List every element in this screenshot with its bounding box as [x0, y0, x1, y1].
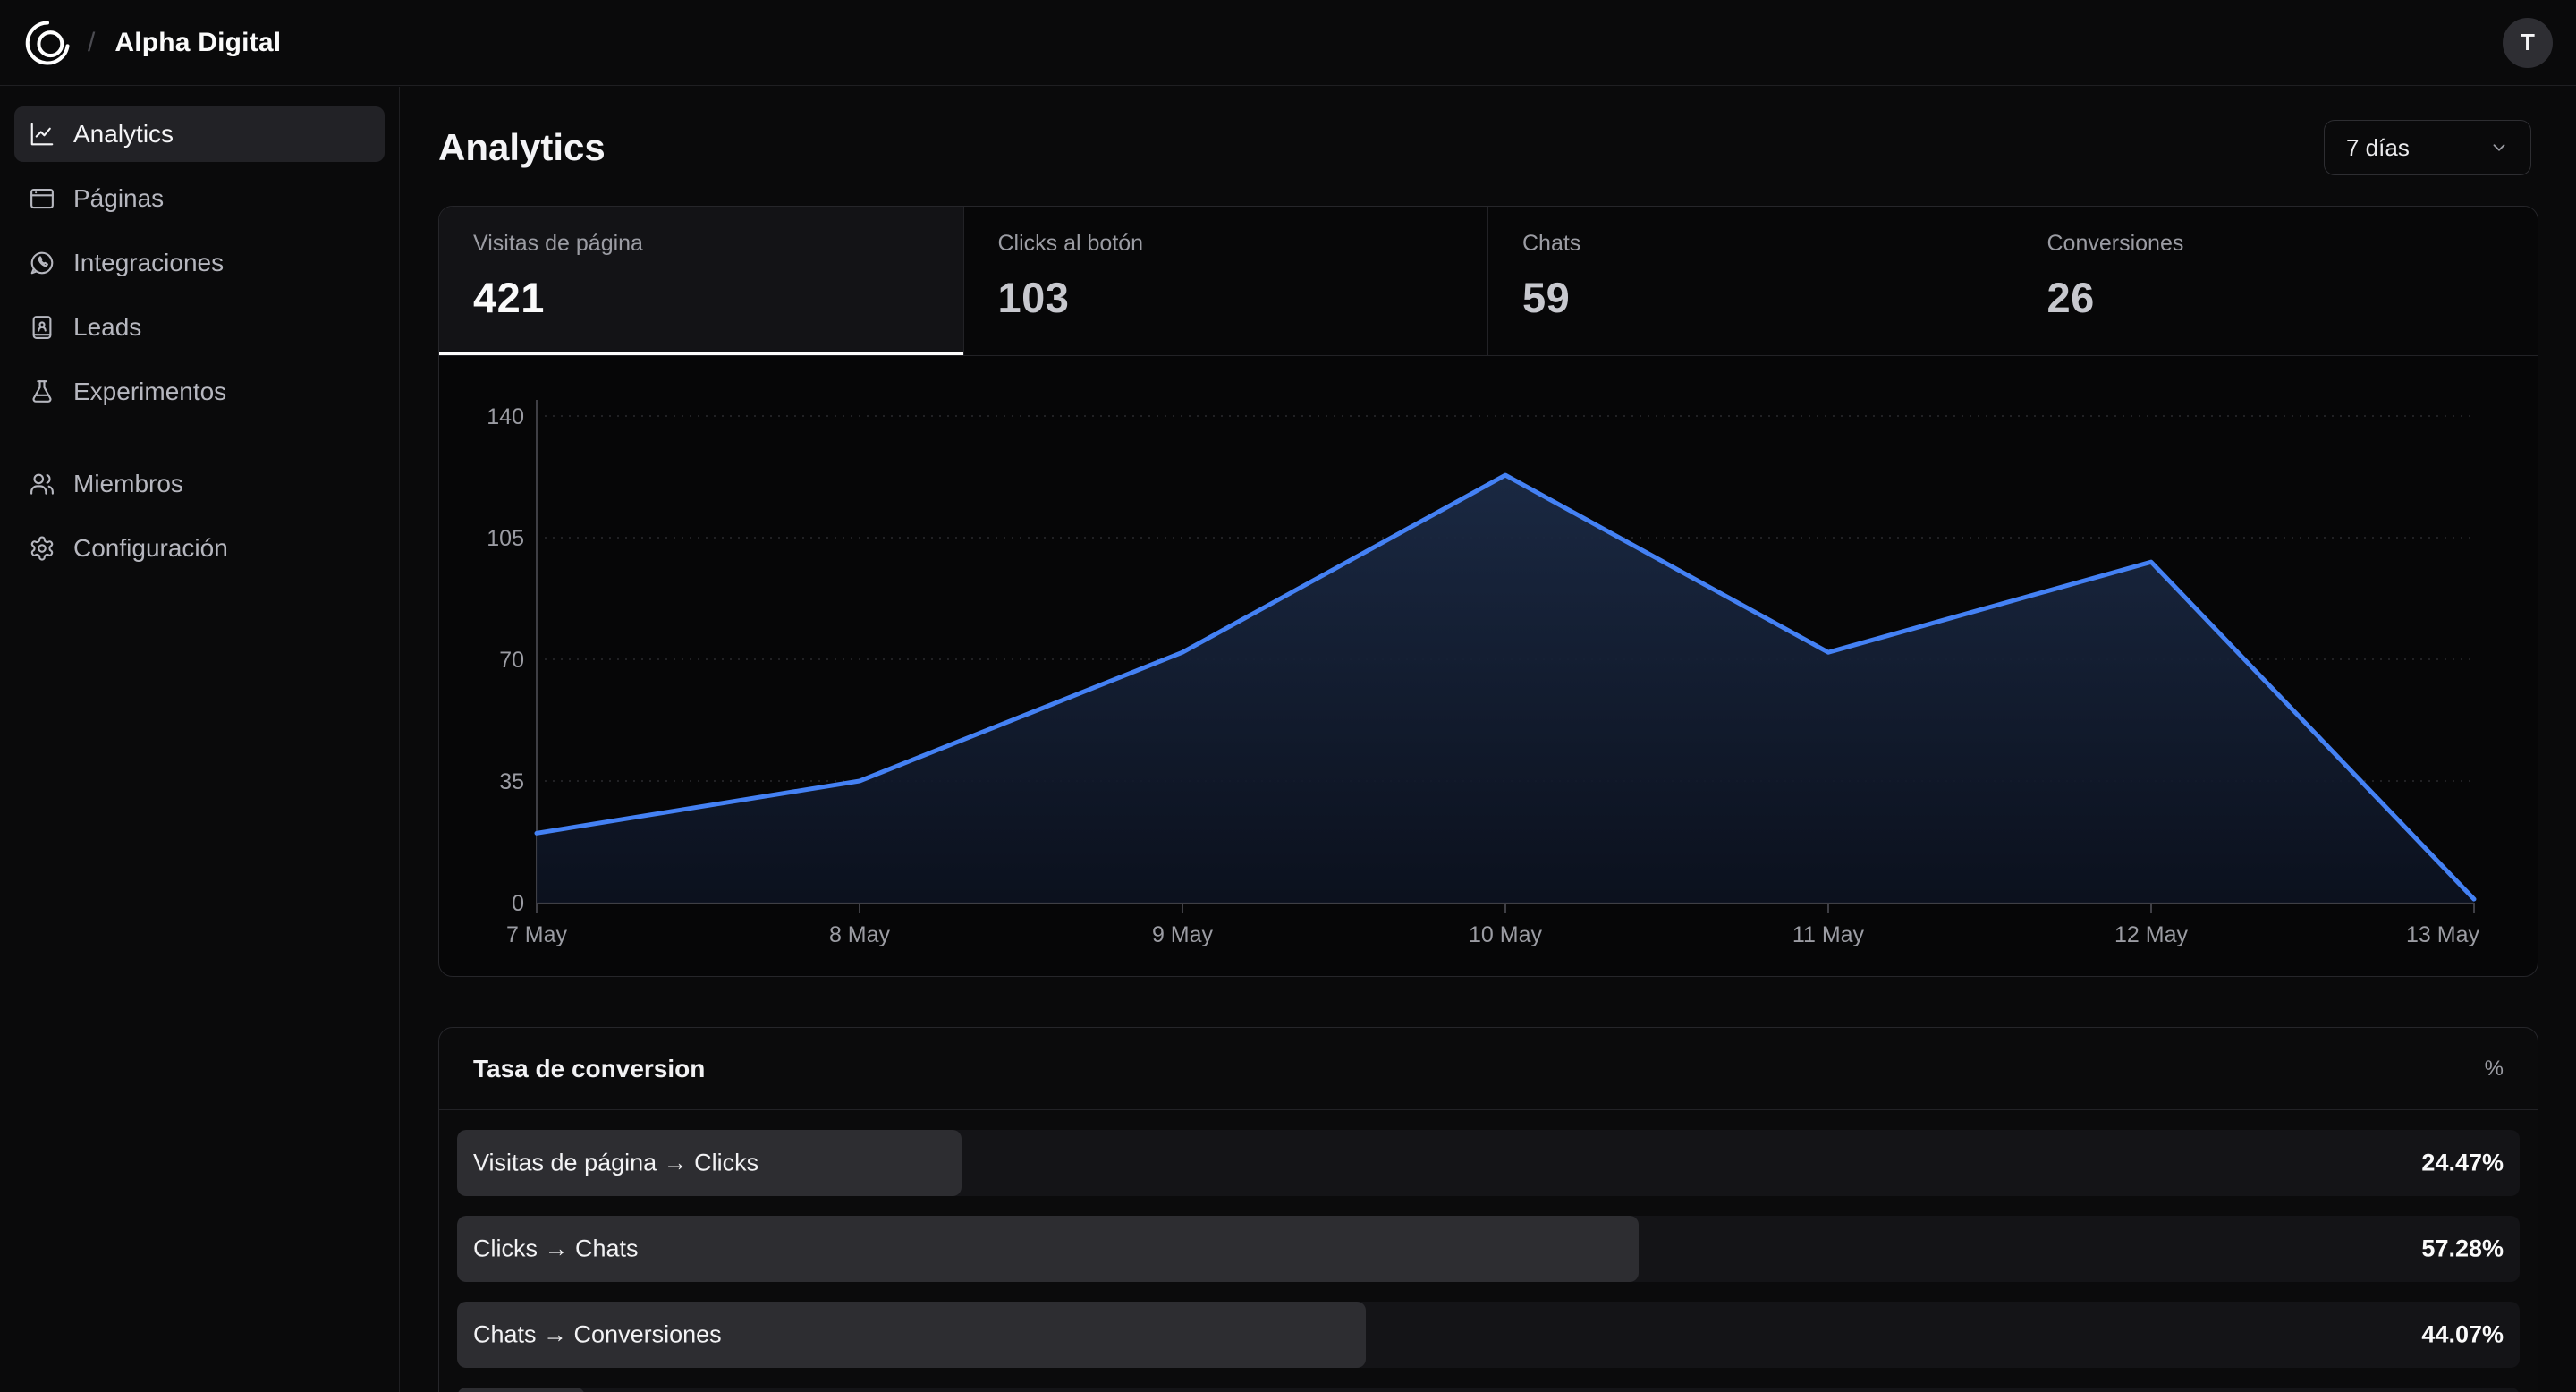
sidebar-item-configuracion[interactable]: Configuración — [14, 521, 385, 576]
sidebar-secondary-group: Miembros Configuración — [14, 456, 385, 576]
stat-tab-2[interactable]: Clicks al botón 103 — [964, 207, 1489, 356]
users-icon — [29, 471, 55, 497]
conversion-title: Tasa de conversion — [473, 1055, 705, 1083]
app-logo-icon[interactable] — [23, 19, 72, 67]
sidebar-item-integraciones[interactable]: Integraciones — [14, 235, 385, 291]
gear-icon — [29, 535, 55, 562]
sidebar-item-analytics[interactable]: Analytics — [14, 106, 385, 162]
visits-chart: 0 35 70 105 140 7 May 8 May 9 May 10 May 11 May 12… — [439, 356, 2538, 977]
conversion-row-partial — [457, 1388, 2520, 1392]
y-axis-tick-label: 105 — [487, 526, 524, 551]
conversion-header: Tasa de conversion % — [439, 1028, 2538, 1110]
line-chart-icon — [29, 121, 55, 148]
conversion-row: Clicks → Chats 57.28% — [457, 1216, 2520, 1282]
x-axis-tick-label: 12 May — [2114, 922, 2188, 947]
stat-label: Conversiones — [2047, 231, 2504, 257]
conversion-row-label: Visitas de página → Clicks — [473, 1150, 758, 1177]
page-title: Analytics — [438, 126, 606, 169]
stat-value: 26 — [2047, 273, 2504, 322]
sidebar-item-label: Leads — [73, 313, 141, 342]
x-axis-tick-label: 10 May — [1469, 922, 1542, 947]
conversion-row-value: 57.28% — [2421, 1235, 2504, 1263]
page-header: Analytics 7 días — [438, 119, 2538, 176]
stat-tab-3[interactable]: Chats 59 — [1488, 207, 2013, 356]
y-axis-tick-label: 0 — [512, 891, 524, 916]
conversion-card: Tasa de conversion % Visitas de página →… — [438, 1027, 2538, 1392]
conversion-row-label: Chats → Conversiones — [473, 1321, 722, 1349]
sidebar-item-leads[interactable]: Leads — [14, 300, 385, 355]
visits-chart-area: 0 35 70 105 140 7 May 8 May 9 May 10 May 11 May 12… — [439, 356, 2538, 977]
sidebar-item-label: Integraciones — [73, 249, 224, 277]
x-axis-tick-label: 7 May — [506, 922, 568, 947]
analytics-card: Visitas de página 421 Clicks al botón 103 Ch… — [438, 206, 2538, 977]
sidebar-item-paginas[interactable]: Páginas — [14, 171, 385, 226]
stat-label: Chats — [1522, 231, 1979, 257]
conversion-row-value: 24.47% — [2421, 1150, 2504, 1177]
sidebar-item-label: Miembros — [73, 470, 183, 498]
conversion-row-label: Clicks → Chats — [473, 1235, 639, 1263]
stat-label: Clicks al botón — [998, 231, 1454, 257]
window-icon — [29, 185, 55, 212]
flask-icon — [29, 378, 55, 405]
topbar: / Alpha Digital T — [0, 0, 2576, 86]
date-range-dropdown[interactable]: 7 días — [2324, 120, 2531, 175]
stat-tab-4[interactable]: Conversiones 26 — [2013, 207, 2538, 356]
sidebar-item-label: Experimentos — [73, 378, 226, 406]
stat-tab-1[interactable]: Visitas de página 421 — [439, 207, 964, 356]
sidebar-item-label: Páginas — [73, 184, 164, 213]
whatsapp-icon — [29, 250, 55, 276]
sidebar-item-experimentos[interactable]: Experimentos — [14, 364, 385, 420]
sidebar: Analytics Páginas Integraciones Leads Experi… — [0, 87, 400, 1392]
breadcrumb-separator: / — [88, 28, 95, 58]
y-axis-tick-label: 70 — [499, 648, 524, 673]
stat-value: 421 — [473, 273, 929, 322]
conversion-bar-fill — [457, 1388, 585, 1392]
stat-label: Visitas de página — [473, 231, 929, 257]
conversion-row: Visitas de página → Clicks 24.47% — [457, 1130, 2520, 1196]
sidebar-item-label: Configuración — [73, 534, 228, 563]
workspace-title: Alpha Digital — [114, 28, 281, 58]
x-axis-tick-label: 11 May — [1792, 922, 1865, 947]
conversion-rows: Visitas de página → Clicks 24.47% Clicks →… — [439, 1110, 2538, 1392]
sidebar-item-label: Analytics — [73, 120, 174, 149]
sidebar-item-miembros[interactable]: Miembros — [14, 456, 385, 512]
sidebar-primary-group: Analytics Páginas Integraciones Leads Experi… — [14, 106, 385, 420]
main-content: Analytics 7 días Visitas de página 421 Cli… — [401, 87, 2576, 1392]
y-axis-tick-label: 35 — [499, 769, 524, 794]
stat-tabs: Visitas de página 421 Clicks al botón 103 Ch… — [439, 207, 2538, 356]
date-range-value: 7 días — [2346, 134, 2410, 162]
conversion-row: Chats → Conversiones 44.07% — [457, 1302, 2520, 1368]
conversion-unit-label: % — [2485, 1057, 2504, 1082]
x-axis-tick-label: 9 May — [1152, 922, 1214, 947]
stat-value: 103 — [998, 273, 1454, 322]
y-axis-tick-label: 140 — [487, 404, 524, 429]
chevron-down-icon — [2489, 138, 2509, 157]
conversion-row-value: 44.07% — [2421, 1321, 2504, 1349]
x-axis-tick-label: 8 May — [829, 922, 891, 947]
x-axis-tick-label: 13 May — [2406, 922, 2479, 947]
chart-area-fill — [537, 475, 2474, 903]
user-avatar[interactable]: T — [2503, 18, 2553, 68]
stat-value: 59 — [1522, 273, 1979, 322]
address-book-icon — [29, 314, 55, 341]
